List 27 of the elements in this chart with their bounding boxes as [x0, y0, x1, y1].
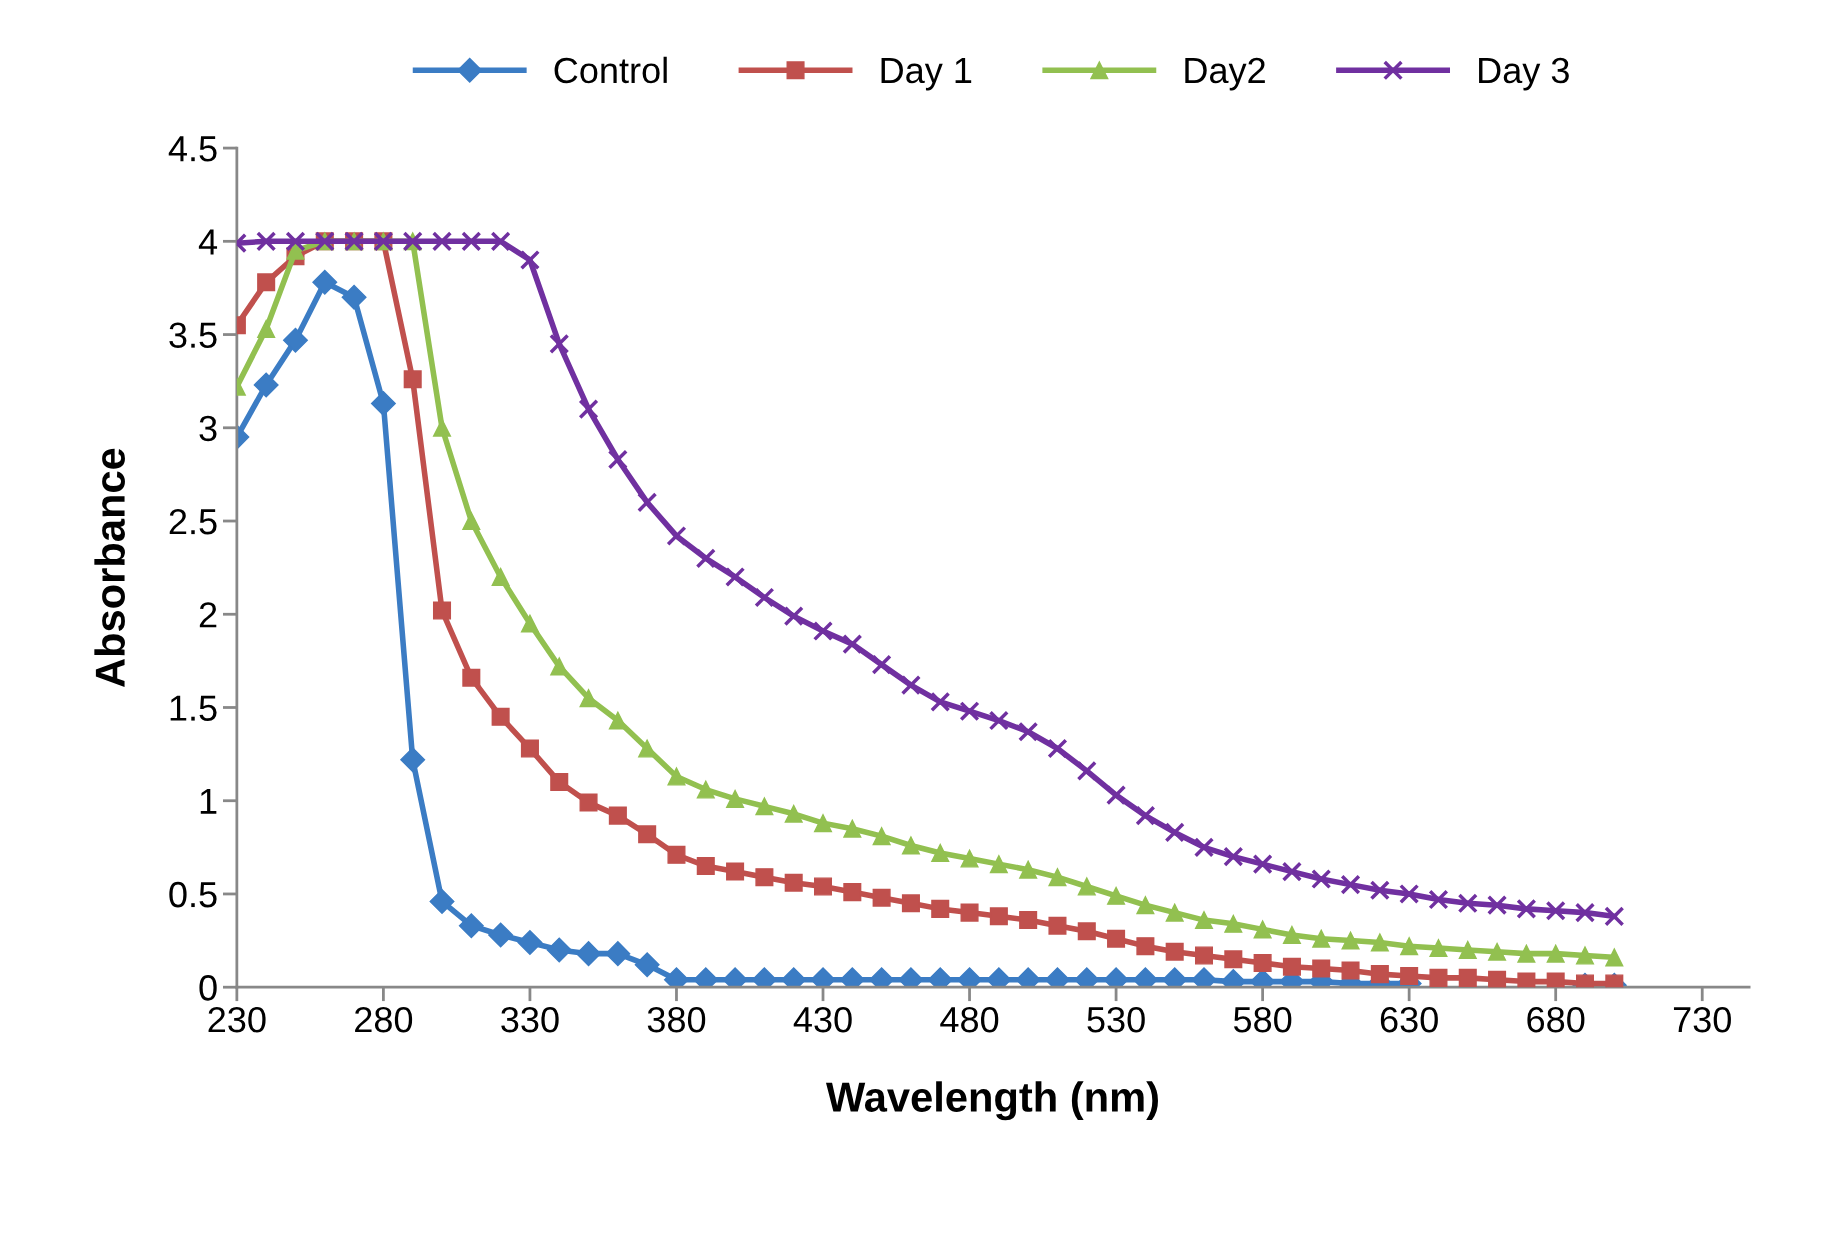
legend-label: Day 3	[1479, 57, 1569, 91]
x-tick-label: 230	[208, 1006, 266, 1033]
x-axis-title: Wavelength (nm)	[825, 1081, 1158, 1121]
y-tick-label: 1	[200, 788, 217, 814]
x-tick-label: 730	[1673, 1006, 1731, 1033]
x-tick-label: 630	[1380, 1006, 1438, 1033]
y-tick-label: 3.5	[169, 322, 217, 348]
x-tick-label: 680	[1527, 1006, 1585, 1033]
x-tick-label: 480	[940, 1006, 999, 1033]
legend-label: Day2	[1185, 57, 1265, 91]
x-tick-label: 430	[793, 1006, 852, 1033]
y-tick-label: 3	[199, 415, 217, 442]
x-tick-label: 330	[501, 1006, 559, 1033]
y-axis-title: Absorbance	[94, 448, 125, 687]
legend-label: Control	[554, 56, 667, 84]
x-tick-label: 530	[1087, 1006, 1145, 1033]
y-tick-label: 0	[199, 975, 217, 1001]
y-tick-label: 1.5	[170, 695, 217, 721]
y-tick-label: 0.5	[169, 881, 217, 908]
y-tick-label: 2	[199, 602, 217, 628]
legend-label: Day 1	[881, 58, 972, 91]
x-tick-label: 580	[1233, 1006, 1292, 1033]
x-tick-label: 380	[647, 1006, 706, 1033]
y-tick-label: 4	[198, 229, 218, 255]
y-tick-label: 4.5	[168, 136, 217, 162]
y-tick-label: 2.5	[169, 508, 217, 535]
x-tick-label: 280	[355, 1006, 413, 1033]
